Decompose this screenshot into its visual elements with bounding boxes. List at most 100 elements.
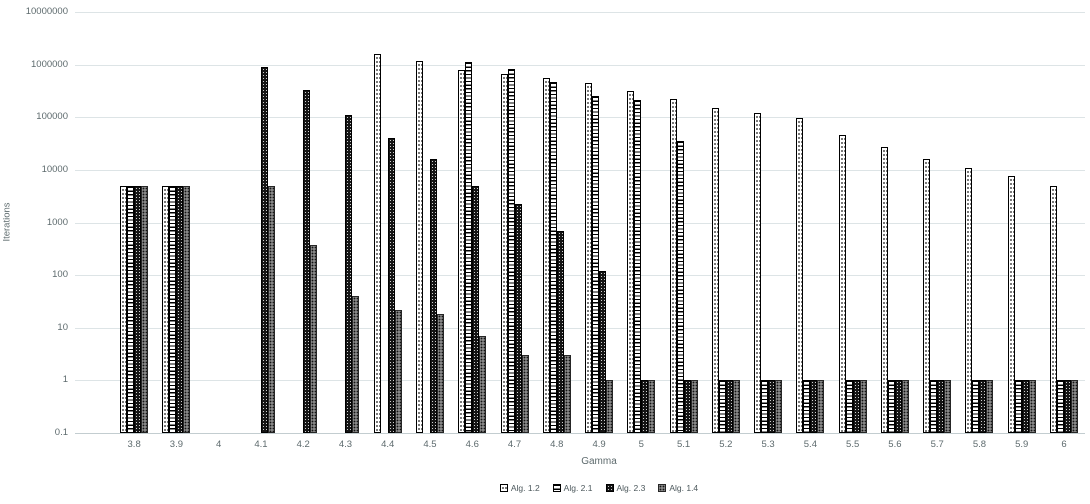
category xyxy=(832,12,874,433)
bar xyxy=(183,185,191,433)
bar-slot xyxy=(176,185,184,433)
category xyxy=(1043,12,1085,433)
x-axis-tick-label: 4.6 xyxy=(465,439,479,450)
bar xyxy=(500,74,508,433)
x-axis-tick-label: 5.1 xyxy=(676,439,691,450)
bar xyxy=(585,82,593,433)
bar xyxy=(310,244,318,433)
bar xyxy=(387,138,395,433)
x-axis-tick-label: 5.7 xyxy=(930,439,944,450)
bar xyxy=(521,355,529,433)
bar xyxy=(1028,380,1036,433)
bar xyxy=(141,185,149,433)
bar xyxy=(1021,380,1029,433)
bar-slot xyxy=(986,380,994,433)
legend-label: Alg. 1.4 xyxy=(669,483,699,493)
bar xyxy=(1014,380,1022,433)
bar xyxy=(754,113,762,433)
bar-slot xyxy=(563,355,571,433)
bar xyxy=(260,67,268,433)
bar-cluster xyxy=(415,12,444,433)
bar-slot xyxy=(507,69,515,433)
bar-slot xyxy=(141,185,149,433)
bar-cluster xyxy=(838,12,867,433)
bar xyxy=(1056,380,1064,433)
x-axis-tick-label: 5.8 xyxy=(972,439,987,450)
bar xyxy=(373,53,381,433)
category xyxy=(113,12,155,433)
x-axis-tick-label: 5.6 xyxy=(888,439,902,450)
bar-slot xyxy=(352,296,360,433)
bar-slot xyxy=(521,355,529,433)
bar-slot xyxy=(803,380,811,433)
gridline xyxy=(75,64,1085,66)
bar-slot xyxy=(845,380,853,433)
bar-slot xyxy=(373,53,381,433)
bar-slot xyxy=(887,380,895,433)
bar-slot xyxy=(690,380,698,433)
bar-slot xyxy=(606,380,614,433)
bar-slot xyxy=(965,167,973,433)
bar-slot xyxy=(901,380,909,433)
bar-slot xyxy=(923,159,931,433)
bar-slot xyxy=(162,185,170,433)
bar xyxy=(429,159,437,433)
category xyxy=(198,12,240,433)
bar xyxy=(676,141,684,433)
bar-slot xyxy=(711,107,719,433)
bar-slot xyxy=(732,380,740,433)
bar-cluster xyxy=(289,12,318,433)
y-axis-tick-label: 1000 xyxy=(46,216,68,228)
bar xyxy=(965,167,973,433)
bar xyxy=(176,185,184,433)
bar-slot xyxy=(260,67,268,433)
bar xyxy=(479,335,487,433)
legend-swatch-black-speckled xyxy=(605,484,614,492)
bar xyxy=(267,185,275,433)
bar-slot xyxy=(310,244,318,433)
bar xyxy=(796,118,804,433)
bar xyxy=(641,380,649,433)
bar-slot xyxy=(1028,380,1036,433)
bar-slot xyxy=(585,82,593,433)
bar-slot xyxy=(267,185,275,433)
legend-item: Alg. 2.3 xyxy=(605,483,645,493)
category xyxy=(958,12,1000,433)
bar xyxy=(162,185,170,433)
bar-slot xyxy=(641,380,649,433)
bar xyxy=(415,61,423,433)
legend-item: Alg. 1.4 xyxy=(658,483,698,493)
bar xyxy=(711,107,719,433)
plot-area xyxy=(75,12,1085,434)
bar xyxy=(887,380,895,433)
bar-slot xyxy=(810,380,818,433)
bar-cluster xyxy=(754,12,783,433)
bar-slot xyxy=(768,380,776,433)
x-axis-tick-label: 5.9 xyxy=(1015,439,1029,450)
bar-slot xyxy=(1021,380,1029,433)
bar-slot xyxy=(937,380,945,433)
bar xyxy=(901,380,909,433)
x-axis-tick-label: 4.7 xyxy=(507,439,522,450)
bar-slot xyxy=(500,74,508,433)
bar xyxy=(303,89,311,433)
bar-slot xyxy=(549,82,557,433)
bar-slot xyxy=(120,185,128,433)
y-axis-tick-label: 10000000 xyxy=(25,6,68,17)
bar-slot xyxy=(838,135,846,433)
bar xyxy=(352,296,360,433)
bar xyxy=(852,380,860,433)
bar xyxy=(859,380,867,433)
bar-slot xyxy=(514,204,522,433)
bar-cluster xyxy=(458,12,487,433)
bar xyxy=(1070,380,1078,433)
bar xyxy=(169,185,177,433)
category xyxy=(493,12,535,433)
category xyxy=(705,12,747,433)
bar-cluster xyxy=(120,12,149,433)
bar xyxy=(986,380,994,433)
category xyxy=(240,12,282,433)
bar-cluster xyxy=(796,12,825,433)
legend-swatch-gray-checkered xyxy=(658,484,667,492)
x-axis-tick-label: 3.9 xyxy=(169,439,183,450)
